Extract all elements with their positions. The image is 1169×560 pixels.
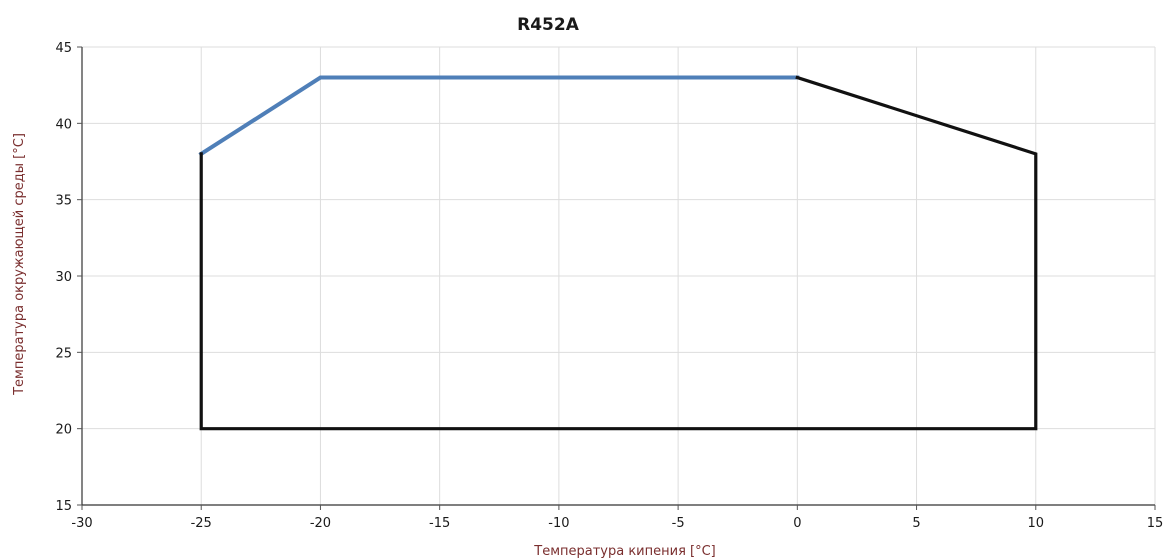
x-tick-label: -10 [548, 516, 569, 531]
y-tick-label: 15 [55, 499, 72, 514]
x-tick-label: 10 [1028, 516, 1045, 531]
x-tick-label: -20 [310, 516, 331, 531]
chart-title: R452A [517, 15, 580, 35]
x-tick-label: -5 [672, 516, 685, 531]
y-tick-label: 20 [55, 423, 72, 438]
series-layer [201, 78, 1036, 429]
series-line-1 [201, 78, 797, 154]
x-tick-label: -25 [191, 516, 212, 531]
y-tick-label: 35 [55, 194, 72, 209]
y-tick-label: 45 [55, 41, 72, 56]
x-axis-label: Температура кипения [°C] [533, 544, 716, 559]
x-tick-label: 15 [1147, 516, 1164, 531]
y-tick-label: 40 [55, 117, 72, 132]
y-tick-label: 30 [55, 270, 72, 285]
x-tick-label: 5 [912, 516, 920, 531]
series-line-2 [201, 78, 1036, 429]
y-tick-label: 25 [55, 346, 72, 361]
grid [82, 47, 1155, 505]
ticks: -30 -25 -20 -15 -10 -5 0 5 10 15 15 20 25 30 35 40 45 [55, 41, 1163, 531]
y-axis-label: Температура окружающей среды [°C] [12, 133, 27, 396]
x-tick-label: -30 [71, 516, 92, 531]
x-tick-label: -15 [429, 516, 450, 531]
x-tick-label: 0 [793, 516, 801, 531]
